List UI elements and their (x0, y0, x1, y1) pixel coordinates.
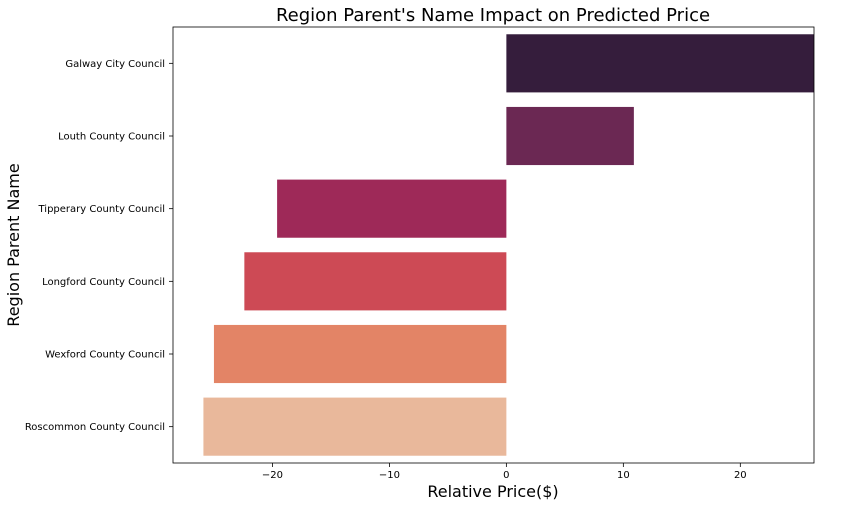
y-tick-label: Louth County Council (58, 132, 165, 143)
x-tick-label: −20 (262, 470, 283, 481)
x-tick-label: 20 (734, 470, 747, 481)
bar (203, 397, 507, 456)
plot-area: Galway City Council Louth County Council T… (25, 26, 815, 481)
y-tick-label: Roscommon County Council (25, 422, 165, 433)
x-tick-label: −10 (379, 470, 400, 481)
y-axis-label: Region Parent Name (4, 163, 23, 326)
x-axis-label: Relative Price($) (427, 482, 558, 501)
bar (213, 324, 507, 384)
x-tick-label: 0 (503, 470, 509, 481)
x-tick-label: 10 (617, 470, 630, 481)
y-tick-label: Longford County Council (42, 277, 165, 288)
bar (244, 252, 507, 311)
plot-frame (172, 26, 815, 464)
bar (277, 179, 507, 238)
bar (506, 106, 634, 166)
chart-title: Region Parent's Name Impact on Predicted… (276, 5, 710, 26)
y-tick-label: Tipperary County Council (38, 204, 166, 215)
y-tick-label: Galway City Council (65, 59, 165, 70)
y-tick-label: Wexford County Council (45, 350, 165, 361)
bar (506, 34, 814, 93)
